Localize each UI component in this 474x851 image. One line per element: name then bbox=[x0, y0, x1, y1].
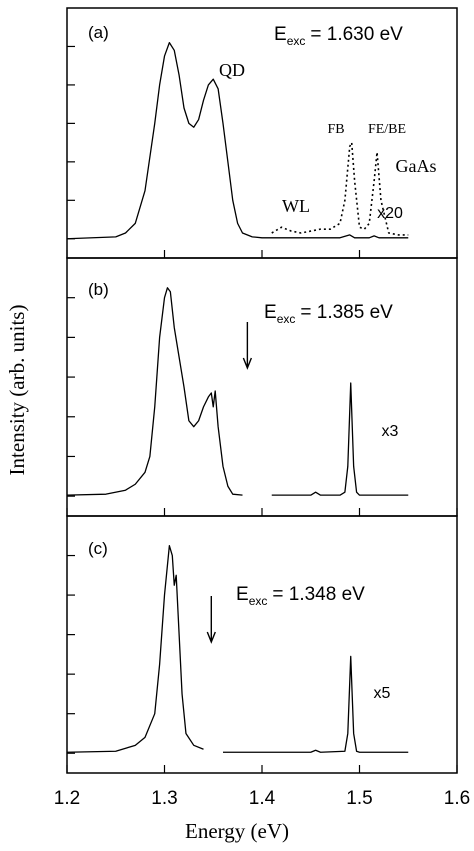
excitation-label: Eexc = 1.385 eV bbox=[264, 302, 393, 326]
excitation-label: Eexc = 1.348 eV bbox=[236, 584, 365, 608]
x-tick-label: 1.5 bbox=[346, 788, 372, 809]
y-axis-label: Intensity (arb. units) bbox=[5, 305, 29, 476]
spectrum-line bbox=[271, 141, 409, 236]
annotation: QD bbox=[219, 60, 245, 80]
spectrum-line bbox=[66, 545, 204, 753]
annotation: FB bbox=[327, 122, 344, 137]
excitation-label: Eexc = 1.630 eV bbox=[274, 24, 403, 48]
excitation-arrow bbox=[206, 596, 216, 644]
annotation: WL bbox=[282, 196, 310, 216]
panel-label: (a) bbox=[88, 23, 109, 42]
excitation-arrow bbox=[242, 322, 253, 370]
spectrum-line bbox=[66, 287, 243, 496]
spectrum-line bbox=[223, 655, 409, 753]
annotation: FE/BE bbox=[368, 122, 406, 137]
excitation-symbol: E bbox=[274, 24, 287, 45]
x-tick-label: 1.2 bbox=[54, 788, 80, 809]
spectrum-line bbox=[271, 382, 409, 496]
excitation-value: = 1.348 eV bbox=[272, 584, 365, 605]
spectrum-line bbox=[66, 41, 409, 240]
annotation: x20 bbox=[377, 205, 403, 222]
annotation: GaAs bbox=[396, 156, 437, 176]
x-tick-label: 1.4 bbox=[249, 788, 276, 809]
excitation-symbol: E bbox=[264, 302, 277, 323]
annotation: x3 bbox=[382, 423, 399, 440]
x-tick-label: 1.6 bbox=[444, 788, 470, 809]
x-tick-label: 1.3 bbox=[151, 788, 177, 809]
annotation: x5 bbox=[374, 685, 391, 702]
panel-label: (c) bbox=[88, 539, 108, 558]
panel-label: (b) bbox=[88, 280, 109, 299]
excitation-symbol: E bbox=[236, 584, 249, 605]
excitation-value: = 1.385 eV bbox=[300, 302, 393, 323]
excitation-subscript: exc bbox=[287, 34, 306, 48]
x-axis-label: Energy (eV) bbox=[185, 819, 289, 843]
excitation-subscript: exc bbox=[249, 594, 268, 608]
excitation-subscript: exc bbox=[277, 312, 296, 326]
excitation-value: = 1.630 eV bbox=[310, 24, 403, 45]
